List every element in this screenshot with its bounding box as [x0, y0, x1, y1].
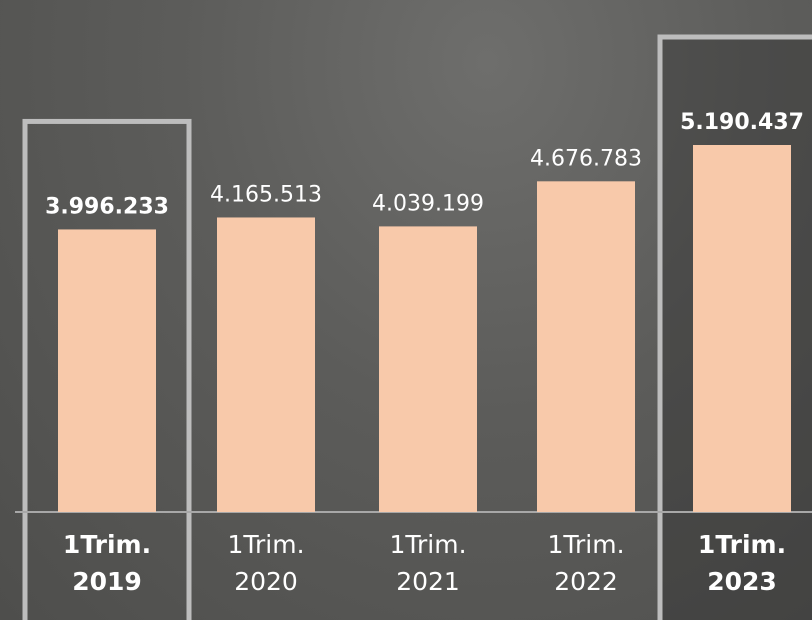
value-label: 4.676.783 [530, 146, 642, 171]
category-label: 1Trim. 2023 [697, 530, 787, 596]
bar [693, 145, 791, 512]
category-label: 1Trim. 2022 [547, 530, 625, 596]
bar [217, 217, 315, 513]
bar [537, 181, 635, 512]
bar [379, 226, 477, 513]
value-label: 5.190.437 [680, 110, 804, 135]
value-label: 4.165.513 [210, 182, 322, 207]
value-label: 4.039.199 [372, 191, 484, 216]
category-label: 1Trim. 2019 [62, 530, 152, 596]
highlight-box [22, 118, 192, 620]
bar [58, 229, 156, 512]
value-label: 3.996.233 [45, 194, 169, 219]
category-label: 1Trim. 2020 [227, 530, 305, 596]
category-label: 1Trim. 2021 [389, 530, 467, 596]
